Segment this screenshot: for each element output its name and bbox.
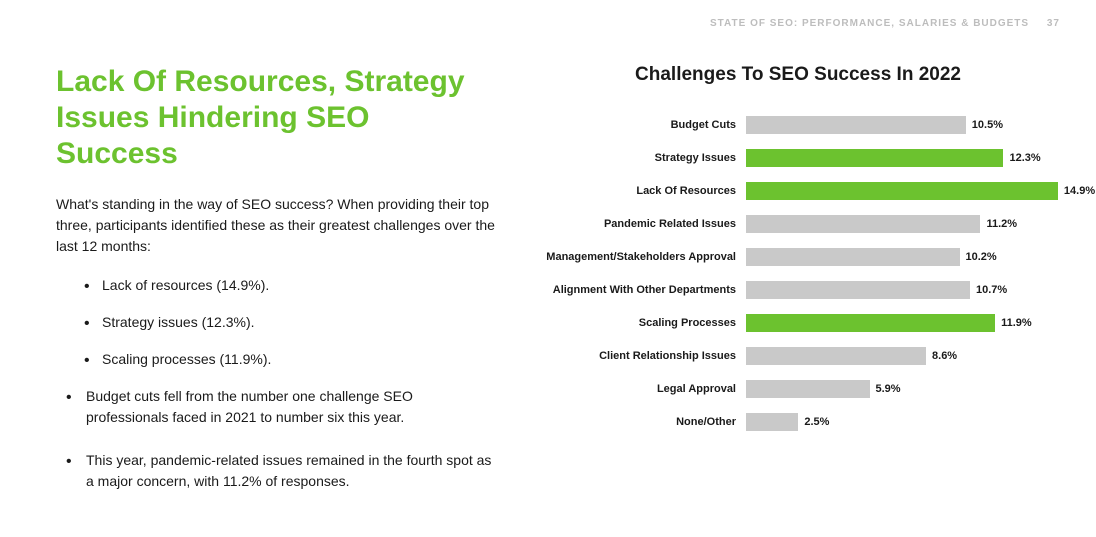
bar-fill xyxy=(746,413,798,431)
bar-fill xyxy=(746,116,966,134)
header-page-number: 37 xyxy=(1047,18,1060,29)
bar-row: Strategy Issues 12.3% xyxy=(536,141,1060,174)
bar-fill xyxy=(746,281,970,299)
content-columns: Lack Of Resources, Strategy Issues Hinde… xyxy=(56,64,1060,514)
page-header: STATE OF SEO: PERFORMANCE, SALARIES & BU… xyxy=(710,18,1060,29)
bar-label: Management/Stakeholders Approval xyxy=(536,251,746,263)
bar-label: Alignment With Other Departments xyxy=(536,284,746,296)
bar-row: Legal Approval 5.9% xyxy=(536,372,1060,405)
bar-fill xyxy=(746,215,980,233)
bar-value: 10.5% xyxy=(966,119,1003,131)
bar-fill xyxy=(746,182,1058,200)
bar-value: 12.3% xyxy=(1003,152,1040,164)
left-column: Lack Of Resources, Strategy Issues Hinde… xyxy=(56,64,496,514)
bar-track: 11.2% xyxy=(746,215,1060,233)
bar-label: Scaling Processes xyxy=(536,317,746,329)
bar-track: 10.7% xyxy=(746,281,1060,299)
bar-value: 10.2% xyxy=(960,251,997,263)
bar-track: 12.3% xyxy=(746,149,1060,167)
page: STATE OF SEO: PERFORMANCE, SALARIES & BU… xyxy=(0,0,1096,537)
bar-value: 5.9% xyxy=(870,383,901,395)
chart-title: Challenges To SEO Success In 2022 xyxy=(536,64,1060,86)
bar-track: 10.5% xyxy=(746,116,1060,134)
bar-value: 11.9% xyxy=(995,317,1032,329)
bar-track: 10.2% xyxy=(746,248,1060,266)
bar-fill xyxy=(746,380,870,398)
bar-row: Budget Cuts 10.5% xyxy=(536,108,1060,141)
bar-row: Pandemic Related Issues 11.2% xyxy=(536,207,1060,240)
bar-track: 14.9% xyxy=(746,182,1060,200)
bar-fill xyxy=(746,248,960,266)
right-column: Challenges To SEO Success In 2022 Budget… xyxy=(536,64,1060,514)
header-category: STATE OF SEO: PERFORMANCE, SALARIES & BU… xyxy=(710,18,1029,29)
page-title: Lack Of Resources, Strategy Issues Hinde… xyxy=(56,64,496,172)
bar-label: Legal Approval xyxy=(536,383,746,395)
list-item: Budget cuts fell from the number one cha… xyxy=(56,386,496,428)
bar-row: None/Other 2.5% xyxy=(536,405,1060,438)
lead-paragraph: What's standing in the way of SEO succes… xyxy=(56,194,496,257)
list-item: Scaling processes (11.9%). xyxy=(56,349,496,370)
bar-value: 11.2% xyxy=(980,218,1017,230)
bar-fill xyxy=(746,149,1003,167)
bar-track: 5.9% xyxy=(746,380,1060,398)
list-item: Strategy issues (12.3%). xyxy=(56,312,496,333)
bar-chart: Budget Cuts 10.5% Strategy Issues 12.3% Lack… xyxy=(536,108,1060,438)
bar-label: Pandemic Related Issues xyxy=(536,218,746,230)
bar-label: Budget Cuts xyxy=(536,119,746,131)
bar-track: 2.5% xyxy=(746,413,1060,431)
bar-fill xyxy=(746,347,926,365)
bar-track: 11.9% xyxy=(746,314,1060,332)
notes-list: Budget cuts fell from the number one cha… xyxy=(56,386,496,492)
bar-label: Lack Of Resources xyxy=(536,185,746,197)
bar-value: 8.6% xyxy=(926,350,957,362)
bar-row: Client Relationship Issues 8.6% xyxy=(536,339,1060,372)
bar-value: 14.9% xyxy=(1058,185,1095,197)
bar-track: 8.6% xyxy=(746,347,1060,365)
bar-fill xyxy=(746,314,995,332)
bar-row: Management/Stakeholders Approval 10.2% xyxy=(536,240,1060,273)
bar-row: Scaling Processes 11.9% xyxy=(536,306,1060,339)
bar-label: Strategy Issues xyxy=(536,152,746,164)
list-item: Lack of resources (14.9%). xyxy=(56,275,496,296)
list-item: This year, pandemic-related issues remai… xyxy=(56,450,496,492)
bar-value: 10.7% xyxy=(970,284,1007,296)
bar-label: None/Other xyxy=(536,416,746,428)
bar-value: 2.5% xyxy=(798,416,829,428)
top-three-list: Lack of resources (14.9%). Strategy issu… xyxy=(56,275,496,370)
bar-row: Alignment With Other Departments 10.7% xyxy=(536,273,1060,306)
bar-row: Lack Of Resources14.9% xyxy=(536,174,1060,207)
bar-label: Client Relationship Issues xyxy=(536,350,746,362)
